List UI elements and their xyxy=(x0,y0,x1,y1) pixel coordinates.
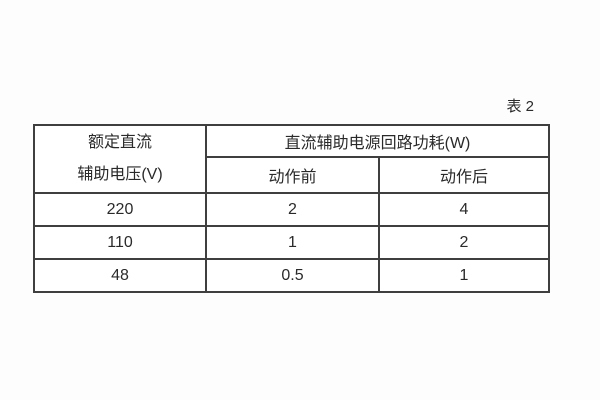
spec-table: 额定直流 辅助电压(V) 直流辅助电源回路功耗(W) 动作前 动作后 220 2… xyxy=(33,124,551,293)
cell-voltage: 220 xyxy=(33,192,207,227)
header-rated-dc-voltage-line1: 额定直流 xyxy=(87,134,152,151)
table-row-220: 220 2 4 xyxy=(33,192,551,227)
header-power-consumption: 直流辅助电源回路功耗(W) xyxy=(204,124,551,158)
table-row-110: 110 1 2 xyxy=(33,225,551,260)
cell-after-action: 1 xyxy=(377,258,551,293)
cell-voltage: 110 xyxy=(33,225,207,260)
cell-after-action: 4 xyxy=(377,192,551,227)
cell-after-action: 2 xyxy=(377,225,551,260)
cell-before-action: 1 xyxy=(205,225,380,260)
cell-voltage: 48 xyxy=(33,258,207,293)
table-row-48: 48 0.5 1 xyxy=(33,258,551,293)
header-row-group: 额定直流 辅助电压(V) 直流辅助电源回路功耗(W) xyxy=(33,124,551,194)
header-before-action: 动作前 xyxy=(205,156,380,194)
table-caption: 表 2 xyxy=(506,98,534,115)
cell-before-action: 0.5 xyxy=(205,258,380,293)
header-rated-dc-voltage: 额定直流 辅助电压(V) xyxy=(33,124,207,194)
table-block: 表 2 额定直流 辅助电压(V) 直流辅助电源回路功耗(W) 动作前 动作后 xyxy=(33,97,551,293)
header-row-sub: 动作前 动作后 xyxy=(34,156,551,194)
header-rated-dc-voltage-line2: 辅助电压(V) xyxy=(77,166,163,183)
header-after-action: 动作后 xyxy=(377,156,551,194)
cell-before-action: 2 xyxy=(205,192,380,227)
